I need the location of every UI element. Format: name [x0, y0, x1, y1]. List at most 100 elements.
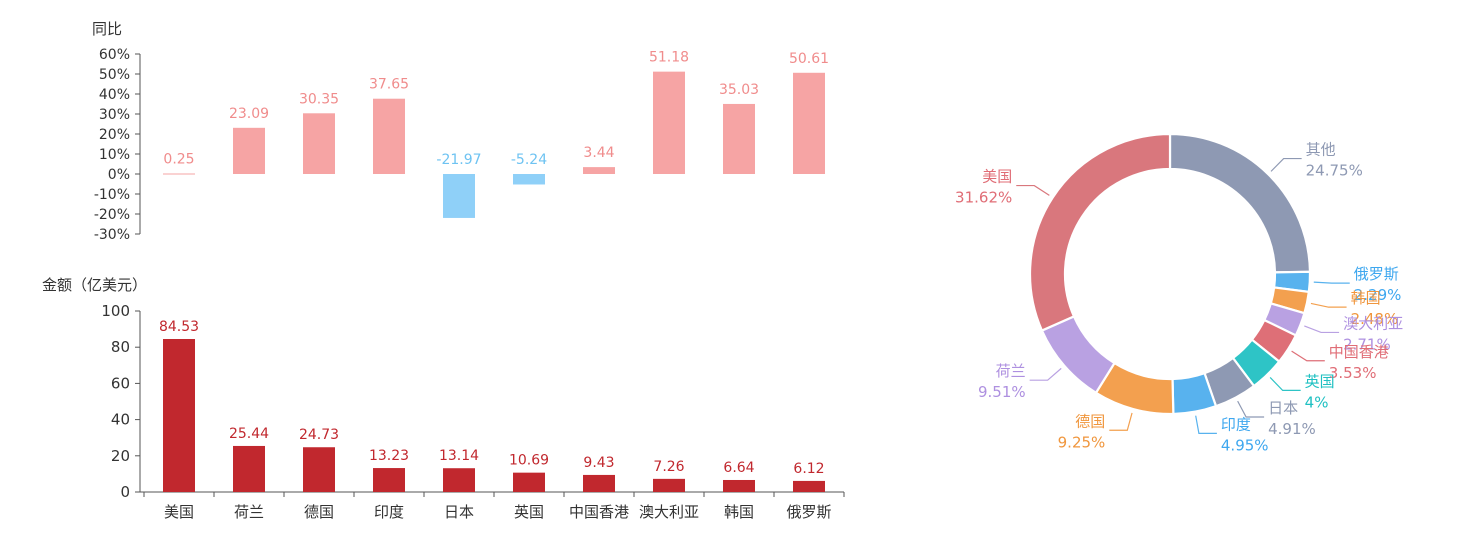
category-label: 日本 — [444, 503, 474, 521]
amount-bar — [163, 339, 195, 492]
yoy-value-label: 35.03 — [719, 82, 759, 98]
donut-slice — [1168, 132, 1312, 274]
category-label: 印度 — [374, 503, 404, 521]
donut-leader-line — [1029, 367, 1062, 381]
amount-bar — [373, 468, 405, 492]
yoy-bar-chart: 同比 60% 50% 40% 30% 20% 10% 0% -10% -20% -30% 0.25 2… — [92, 20, 829, 243]
yoy-y-tick-label: -30% — [94, 227, 130, 243]
yoy-value-label: 37.65 — [369, 77, 409, 93]
amount-value-label: 24.73 — [299, 427, 339, 443]
yoy-bar — [233, 127, 265, 174]
donut-leader-line — [1270, 157, 1302, 172]
donut-slice-name: 澳大利亚 — [1343, 314, 1403, 332]
yoy-bar — [653, 71, 685, 174]
donut-slice-name: 荷兰 — [996, 362, 1026, 380]
amount-value-label: 13.14 — [439, 448, 479, 464]
donut-leader-line — [1195, 415, 1217, 435]
donut-slice-name: 英国 — [1305, 372, 1335, 390]
donut-slice-name: 美国 — [982, 168, 1012, 186]
category-label: 德国 — [304, 503, 334, 521]
yoy-y-tick-label: 50% — [99, 67, 130, 83]
donut-slice-name: 中国香港 — [1329, 343, 1389, 361]
donut-slice-percent: 2.48% — [1351, 310, 1399, 328]
donut-leader-line — [1109, 412, 1133, 431]
donut-leader-line — [1304, 325, 1340, 334]
donut-leader-line — [1310, 302, 1347, 308]
donut-slice-percent: 9.25% — [1058, 433, 1106, 451]
yoy-y-tick-label: 60% — [99, 47, 130, 63]
amount-y-tick-label: 100 — [101, 302, 130, 320]
donut-slice-percent: 2.71% — [1343, 335, 1391, 353]
category-label: 英国 — [514, 503, 544, 521]
amount-bar — [233, 445, 265, 492]
yoy-y-tick-label: 10% — [99, 147, 130, 163]
amount-value-label: 84.53 — [159, 319, 199, 335]
yoy-value-label: 50.61 — [789, 51, 829, 67]
amount-axis-title: 金额（亿美元） — [42, 276, 147, 294]
donut-slice-name: 德国 — [1075, 412, 1105, 430]
yoy-y-tick-label: 30% — [99, 107, 130, 123]
donut-slice-name: 其他 — [1306, 141, 1336, 159]
yoy-y-tick-label: -20% — [94, 207, 130, 223]
amount-bar — [513, 472, 545, 492]
yoy-value-label: -21.97 — [436, 152, 481, 168]
yoy-bar — [443, 174, 475, 218]
yoy-bar — [373, 98, 405, 174]
amount-bar-chart: 金额（亿美元） 100 80 60 40 20 0 84.53 美国 25.44 荷兰 24.73 德… — [42, 276, 845, 521]
category-label: 俄罗斯 — [786, 503, 831, 521]
donut-slice-name: 日本 — [1268, 399, 1298, 417]
category-label: 美国 — [164, 503, 194, 521]
yoy-value-label: 3.44 — [583, 145, 614, 161]
amount-value-label: 10.69 — [509, 453, 549, 469]
yoy-value-label: 30.35 — [299, 91, 339, 107]
donut-slice — [1028, 132, 1172, 333]
amount-value-label: 9.43 — [583, 455, 614, 471]
donut-slice-percent: 4.91% — [1268, 420, 1316, 438]
yoy-y-tick-label: -10% — [94, 187, 130, 203]
donut-slice-percent: 2.29% — [1354, 286, 1402, 304]
amount-value-label: 7.26 — [653, 459, 684, 475]
amount-bar — [723, 479, 755, 492]
amount-bar — [653, 478, 685, 492]
donut-leader-line — [1313, 281, 1350, 284]
donut-slice-percent: 4.95% — [1221, 436, 1269, 454]
amount-bar — [793, 480, 825, 492]
category-label: 中国香港 — [569, 503, 629, 521]
donut-slice-name: 韩国 — [1351, 289, 1381, 307]
yoy-y-tick-label: 0% — [108, 167, 130, 183]
amount-y-tick-label: 20 — [111, 447, 130, 465]
yoy-y-tick-label: 40% — [99, 87, 130, 103]
yoy-bar — [513, 174, 545, 185]
yoy-bar — [793, 72, 825, 174]
amount-y-tick-label: 80 — [111, 338, 130, 356]
amount-bar — [303, 447, 335, 492]
donut-slice — [1040, 314, 1116, 395]
yoy-value-label: 23.09 — [229, 106, 269, 122]
category-label: 荷兰 — [234, 503, 264, 521]
donut-slice-percent: 24.75% — [1306, 162, 1363, 180]
donut-leader-line — [1237, 400, 1265, 418]
yoy-axis-title: 同比 — [92, 20, 122, 38]
amount-bar — [443, 468, 475, 492]
donut-slice-name: 俄罗斯 — [1354, 265, 1399, 283]
donut-leader-line — [1269, 377, 1301, 392]
amount-y-tick-label: 60 — [111, 374, 130, 392]
yoy-value-label: -5.24 — [511, 152, 547, 168]
donut-leader-line — [1016, 184, 1050, 196]
donut-slice-percent: 31.62% — [955, 189, 1012, 207]
yoy-value-label: 51.18 — [649, 50, 689, 66]
yoy-bar — [723, 103, 755, 174]
amount-bar — [583, 474, 615, 492]
donut-slice-percent: 9.51% — [978, 383, 1026, 401]
yoy-bar — [583, 167, 615, 174]
yoy-value-label: 0.25 — [163, 152, 194, 168]
amount-y-tick-label: 0 — [120, 483, 130, 501]
yoy-y-tick-label: 20% — [99, 127, 130, 143]
yoy-bar — [303, 113, 335, 174]
donut-slice-name: 印度 — [1221, 415, 1251, 433]
yoy-bar — [163, 173, 195, 175]
amount-value-label: 6.12 — [793, 461, 824, 477]
amount-value-label: 13.23 — [369, 448, 409, 464]
category-label: 澳大利亚 — [639, 503, 699, 521]
